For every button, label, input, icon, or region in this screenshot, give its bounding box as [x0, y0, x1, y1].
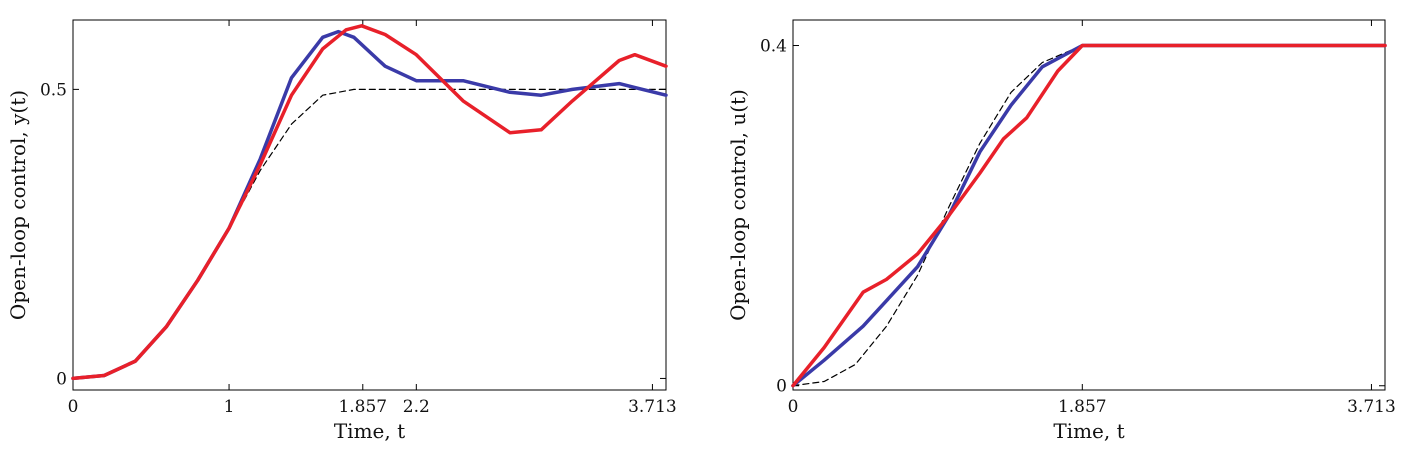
x-tick-label: 1.857	[1058, 397, 1107, 417]
series-line-1	[71, 29, 668, 381]
right-plot: 0 1.857 3.713 0 0.4 Time, t Open-loop control,…	[726, 19, 1396, 443]
x-tick-label: 3.713	[1347, 397, 1396, 417]
y-tick-label: 0	[56, 369, 67, 389]
x-tick-label: 3.713	[628, 397, 677, 417]
x-axis-label: Time, t	[1053, 419, 1124, 443]
reference-series-line	[72, 88, 667, 379]
y-tick-label: 0.4	[760, 37, 787, 57]
left-plot: 0 1 1.857 2.2 3.713 0 0.5 Time, t Open-loop cont…	[6, 19, 677, 443]
plot-frame	[72, 19, 667, 391]
y-tick-label: 0.5	[40, 80, 67, 100]
x-axis-label: Time, t	[334, 419, 405, 443]
reference-series-line	[792, 44, 1386, 387]
plot-frame	[792, 19, 1386, 391]
x-tick-label: 0	[788, 397, 799, 417]
y-axis-label: Open-loop control, y(t)	[6, 90, 30, 320]
series-line-1	[791, 43, 1387, 388]
y-tick-label: 0	[776, 377, 787, 397]
series-line-2	[791, 43, 1387, 388]
y-axis-label: Open-loop control, u(t)	[726, 89, 750, 321]
x-tick-label: 0	[68, 397, 79, 417]
x-tick-label: 2.2	[403, 397, 430, 417]
x-tick-label: 1	[224, 397, 235, 417]
x-tick-label: 1.857	[338, 397, 387, 417]
series-line-2	[71, 24, 668, 381]
